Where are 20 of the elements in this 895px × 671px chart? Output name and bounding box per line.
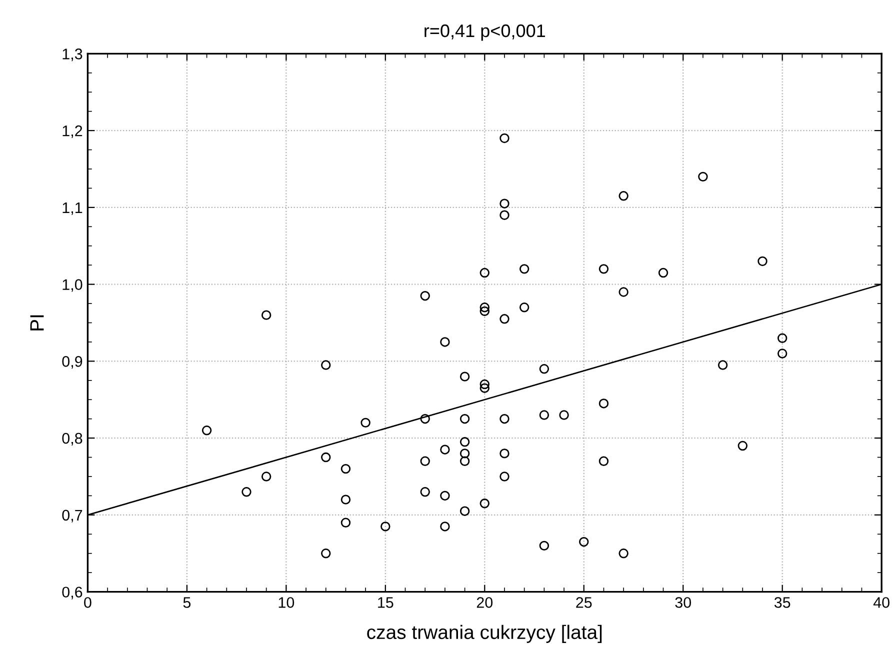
x-tick-label: 30 <box>675 597 692 608</box>
y-tick-label: 0,8 <box>62 432 82 446</box>
x-tick-label: 25 <box>576 597 592 608</box>
y-tick-label: 0,7 <box>62 510 82 522</box>
x-tick-label: 20 <box>476 597 493 608</box>
y-tick-label: 0,6 <box>62 586 82 600</box>
y-tick-label: 0,9 <box>62 356 82 369</box>
y-tick-label: 1,1 <box>62 202 82 215</box>
y-tick-label: 1,3 <box>62 48 82 62</box>
x-tick-label: 5 <box>183 597 191 608</box>
x-tick-label: 10 <box>278 597 294 608</box>
y-tick-label: 1,2 <box>62 125 82 138</box>
x-tick-label: 0 <box>84 597 92 608</box>
x-tick-label: 35 <box>774 597 790 608</box>
y-axis-title: PI <box>30 315 44 330</box>
y-tick-label: 1,0 <box>62 279 82 292</box>
x-tick-label: 40 <box>873 597 890 608</box>
x-axis-title: czas trwania cukrzycy [lata] <box>367 624 602 643</box>
x-tick-label: 15 <box>378 597 394 608</box>
chart-title: r=0,41 p<0,001 <box>424 24 546 41</box>
